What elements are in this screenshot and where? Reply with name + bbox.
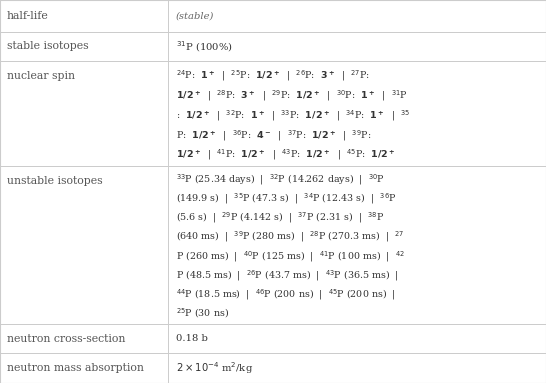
- Bar: [0, 166, 546, 324]
- Text: :  $\mathbf{1/2^+}$  |  $^{32}$P:  $\mathbf{1^+}$  |  $^{33}$P:  $\mathbf{1/2^+}: : $\mathbf{1/2^+}$ | $^{32}$P: $\mathbf{…: [176, 108, 410, 123]
- Text: (640 ms)  |  $^{39}$P (280 ms)  |  $^{28}$P (270.3 ms)  |  $^{27}$: (640 ms) | $^{39}$P (280 ms) | $^{28}$P …: [176, 230, 405, 244]
- Text: $^{24}$P:  $\mathbf{1^+}$  |  $^{25}$P:  $\mathbf{1/2^+}$  |  $^{26}$P:  $\mathb: $^{24}$P: $\mathbf{1^+}$ | $^{25}$P: $\m…: [176, 69, 370, 83]
- Text: $^{44}$P (18.5 ms)  |  $^{46}$P (200 ns)  |  $^{45}$P (200 ns)  |: $^{44}$P (18.5 ms) | $^{46}$P (200 ns) |…: [176, 287, 396, 301]
- Bar: [0, 0, 546, 31]
- Text: $^{33}$P (25.34 days)  |  $^{32}$P (14.262 days)  |  $^{30}$P: $^{33}$P (25.34 days) | $^{32}$P (14.262…: [176, 173, 385, 187]
- Text: (149.9 s)  |  $^{35}$P (47.3 s)  |  $^{34}$P (12.43 s)  |  $^{36}$P: (149.9 s) | $^{35}$P (47.3 s) | $^{34}$P…: [176, 192, 396, 206]
- Text: $^{31}$P (100%): $^{31}$P (100%): [176, 39, 233, 54]
- Text: neutron cross-section: neutron cross-section: [7, 334, 126, 344]
- Bar: [0, 354, 546, 383]
- Text: half-life: half-life: [7, 11, 49, 21]
- Text: unstable isotopes: unstable isotopes: [7, 176, 103, 186]
- Text: P (48.5 ms)  |  $^{26}$P (43.7 ms)  |  $^{43}$P (36.5 ms)  |: P (48.5 ms) | $^{26}$P (43.7 ms) | $^{43…: [176, 268, 399, 283]
- Text: (stable): (stable): [176, 11, 215, 20]
- Bar: [0, 31, 546, 61]
- Text: $2\times10^{-4}$ m$^2$/kg: $2\times10^{-4}$ m$^2$/kg: [176, 360, 253, 376]
- Text: $\mathbf{1/2^+}$  |  $^{28}$P:  $\mathbf{3^+}$  |  $^{29}$P:  $\mathbf{1/2^+}$  : $\mathbf{1/2^+}$ | $^{28}$P: $\mathbf{3^…: [176, 88, 408, 103]
- Text: neutron mass absorption: neutron mass absorption: [7, 363, 144, 373]
- Text: nuclear spin: nuclear spin: [7, 71, 75, 81]
- Text: 0.18 b: 0.18 b: [176, 334, 208, 343]
- Text: $^{25}$P (30 ns): $^{25}$P (30 ns): [176, 306, 229, 320]
- Text: stable isotopes: stable isotopes: [7, 41, 88, 51]
- Text: (5.6 s)  |  $^{29}$P (4.142 s)  |  $^{37}$P (2.31 s)  |  $^{38}$P: (5.6 s) | $^{29}$P (4.142 s) | $^{37}$P …: [176, 211, 384, 226]
- Bar: [0, 324, 546, 354]
- Bar: [0, 61, 546, 166]
- Text: P (260 ms)  |  $^{40}$P (125 ms)  |  $^{41}$P (100 ms)  |  $^{42}$: P (260 ms) | $^{40}$P (125 ms) | $^{41}$…: [176, 249, 405, 264]
- Text: P:  $\mathbf{1/2^+}$  |  $^{36}$P:  $\mathbf{4^-}$  |  $^{37}$P:  $\mathbf{1/2^+: P: $\mathbf{1/2^+}$ | $^{36}$P: $\mathbf…: [176, 128, 371, 142]
- Text: $\mathbf{1/2^+}$  |  $^{41}$P:  $\mathbf{1/2^+}$  |  $^{43}$P:  $\mathbf{1/2^+}$: $\mathbf{1/2^+}$ | $^{41}$P: $\mathbf{1/…: [176, 148, 396, 162]
